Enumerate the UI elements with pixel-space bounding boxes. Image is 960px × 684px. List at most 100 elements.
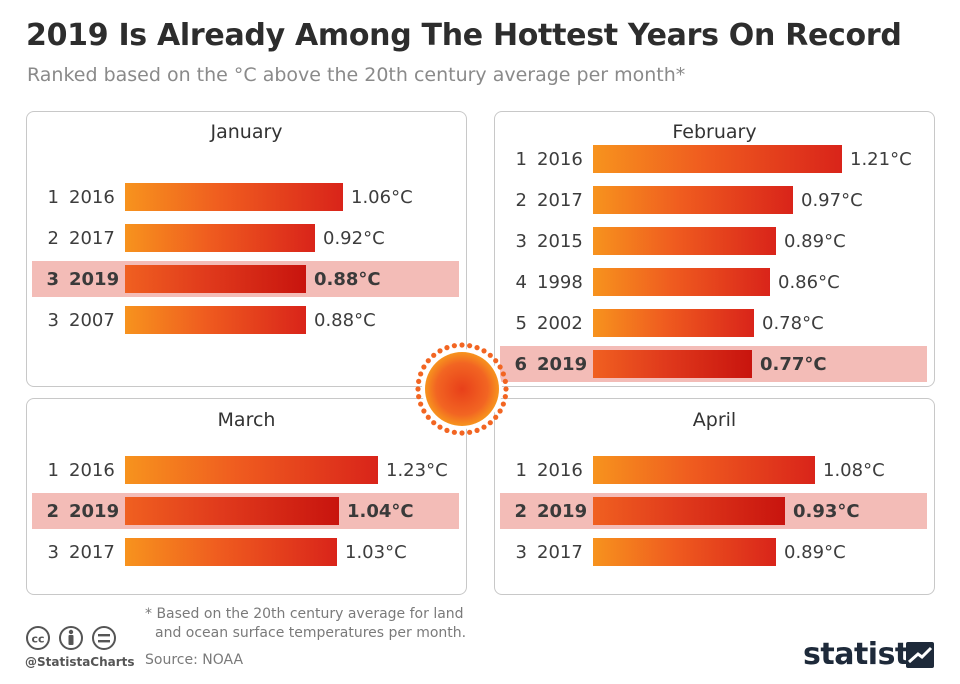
page-subtitle: Ranked based on the °C above the 20th ce… <box>27 64 686 86</box>
bar <box>593 268 770 296</box>
bar <box>125 497 339 525</box>
footnote: * Based on the 20th century average for … <box>145 605 466 643</box>
value-label: 1.21°C <box>850 149 912 170</box>
sun-icon <box>415 342 509 436</box>
value-label: 1.03°C <box>345 542 407 563</box>
year-label: 2016 <box>537 460 583 481</box>
year-label: 1998 <box>537 272 583 293</box>
sun-ray <box>415 386 421 392</box>
bar-row: 1 2016 1.06°C <box>27 179 466 215</box>
social-handle: @StatistaCharts <box>25 655 135 669</box>
value-label: 0.89°C <box>784 231 846 252</box>
sun-ray <box>421 364 427 370</box>
panel-january: January 1 2016 1.06°C 2 2017 0.92°C 3 2019 0.88°… <box>26 111 467 387</box>
year-label: 2019 <box>69 269 120 290</box>
rank-label: 2 <box>514 501 527 522</box>
bar <box>593 309 754 337</box>
sun-ray <box>425 414 431 420</box>
year-label: 2019 <box>537 501 588 522</box>
bar <box>593 538 776 566</box>
footnote-line-1: * Based on the 20th century average for … <box>145 606 464 622</box>
sun-ray <box>444 345 450 351</box>
value-label: 1.08°C <box>823 460 885 481</box>
highlighted-bar-row: 3 2019 0.88°C <box>32 261 459 297</box>
bar <box>125 538 337 566</box>
sun-ray <box>437 424 443 430</box>
bar-row: 1 2016 1.08°C <box>495 452 934 488</box>
bar <box>125 224 315 252</box>
value-label: 1.23°C <box>386 460 448 481</box>
license-icons: cc <box>26 626 116 650</box>
year-label: 2017 <box>69 542 115 563</box>
sun-ray <box>431 352 437 358</box>
sun-ray <box>487 352 493 358</box>
rank-label: 3 <box>46 269 59 290</box>
rank-label: 3 <box>515 231 527 252</box>
sun-ray <box>437 348 443 354</box>
bar <box>125 183 343 211</box>
rank-label: 1 <box>47 460 59 481</box>
bar <box>125 456 378 484</box>
sun-ray <box>431 420 437 426</box>
sun-ray <box>451 429 457 435</box>
panel-title: March <box>217 409 276 431</box>
sun-ray <box>502 378 508 384</box>
sun-ray <box>503 386 509 392</box>
value-label: 0.89°C <box>784 542 846 563</box>
sun-ray <box>487 420 493 426</box>
highlighted-bar-row: 6 2019 0.77°C <box>500 346 927 382</box>
sun-ray <box>418 401 424 407</box>
value-label: 0.93°C <box>793 501 860 522</box>
statista-logo-icon <box>906 642 934 668</box>
sun-ray <box>474 345 480 351</box>
year-label: 2015 <box>537 231 583 252</box>
sun-ray <box>425 358 431 364</box>
bar-row: 2 2017 0.97°C <box>495 182 934 218</box>
bar-row: 3 2017 0.89°C <box>495 534 934 570</box>
sun-ray <box>497 408 503 414</box>
year-label: 2017 <box>537 542 583 563</box>
rank-label: 6 <box>514 354 527 375</box>
rank-label: 2 <box>515 190 527 211</box>
sun-ray <box>416 378 422 384</box>
rank-label: 1 <box>515 149 527 170</box>
value-label: 0.88°C <box>314 310 376 331</box>
bar-row: 1 2016 1.23°C <box>27 452 466 488</box>
bar <box>593 497 785 525</box>
bar <box>593 350 752 378</box>
year-label: 2007 <box>69 310 115 331</box>
bar-row: 4 1998 0.86°C <box>495 264 934 300</box>
panel-february: February 1 2016 1.21°C 2 2017 0.97°C 3 2015 0.89… <box>494 111 935 387</box>
rank-label: 3 <box>47 542 59 563</box>
bar <box>125 306 306 334</box>
sun-ray <box>467 429 473 435</box>
year-label: 2016 <box>69 187 115 208</box>
sun-ray <box>418 371 424 377</box>
value-label: 0.78°C <box>762 313 824 334</box>
creative-commons-icon: cc <box>26 626 50 650</box>
rank-label: 5 <box>515 313 527 334</box>
rank-label: 2 <box>47 228 59 249</box>
highlighted-bar-row: 2 2019 1.04°C <box>32 493 459 529</box>
year-label: 2016 <box>537 149 583 170</box>
panel-march: March 1 2016 1.23°C 2 2019 1.04°C 3 2017 1.03°C <box>26 398 467 595</box>
bar <box>593 456 815 484</box>
value-label: 0.77°C <box>760 354 827 375</box>
sun-ray <box>493 414 499 420</box>
value-label: 0.86°C <box>778 272 840 293</box>
rank-label: 1 <box>515 460 527 481</box>
value-label: 1.04°C <box>347 501 414 522</box>
bar <box>125 265 306 293</box>
year-label: 2019 <box>537 354 588 375</box>
rank-label: 4 <box>515 272 527 293</box>
sun-ray <box>481 424 487 430</box>
source-note: Source: NOAA <box>145 652 244 668</box>
sun-ray <box>416 394 422 400</box>
year-label: 2002 <box>537 313 583 334</box>
value-label: 0.92°C <box>323 228 385 249</box>
rank-label: 2 <box>46 501 59 522</box>
value-label: 1.06°C <box>351 187 413 208</box>
value-label: 0.97°C <box>801 190 863 211</box>
bar <box>593 145 842 173</box>
panel-april: April 1 2016 1.08°C 2 2019 0.93°C 3 2017 0.89°C <box>494 398 935 595</box>
